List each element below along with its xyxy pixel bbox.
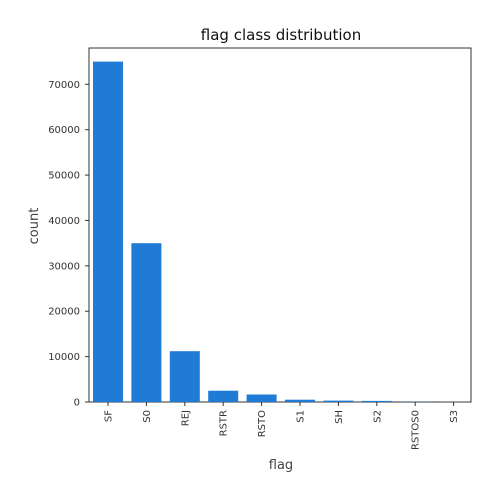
plot-frame <box>88 47 472 403</box>
y-tick-label: 10000 <box>48 352 80 363</box>
x-tick-label: RSTR <box>219 410 230 436</box>
bar-s0 <box>131 243 162 402</box>
x-tick-label: S0 <box>142 410 153 423</box>
y-tick-label: 30000 <box>48 261 80 272</box>
y-tick-label: 0 <box>74 398 80 409</box>
x-tick-label: S1 <box>296 410 307 423</box>
x-tick-label: S2 <box>372 410 383 423</box>
bar-rstr <box>208 390 239 402</box>
x-tick-label: SF <box>104 410 115 422</box>
y-tick-label: 70000 <box>48 80 80 91</box>
y-axis: 0 10000 20000 30000 40000 50000 60000 70000 <box>48 80 89 409</box>
bar-rej <box>169 351 200 402</box>
y-tick-label: 40000 <box>48 216 80 227</box>
y-tick-label: 60000 <box>48 125 80 136</box>
y-tick-label: 50000 <box>48 171 80 182</box>
bar-rsto <box>246 394 277 402</box>
y-tick-label: 20000 <box>48 307 80 318</box>
bar-sh <box>323 400 354 402</box>
x-tick-label: RSTO <box>257 410 268 437</box>
bar-s1 <box>285 399 315 402</box>
x-tick-label: SH <box>334 410 345 424</box>
x-tick-label: REJ <box>180 410 191 426</box>
x-axis-label: flag <box>269 458 293 473</box>
x-tick-label: RSTOS0 <box>411 410 422 450</box>
bar-s2 <box>361 400 392 402</box>
x-tick-label: S3 <box>449 410 460 423</box>
bars-group <box>93 61 469 402</box>
chart-title: flag class distribution <box>201 26 361 44</box>
y-axis-label: count <box>27 208 42 245</box>
bar-sf <box>93 61 123 402</box>
x-axis: SF S0 REJ RSTR RSTO S1 SH S2 RSTOS0 S3 <box>104 402 460 450</box>
